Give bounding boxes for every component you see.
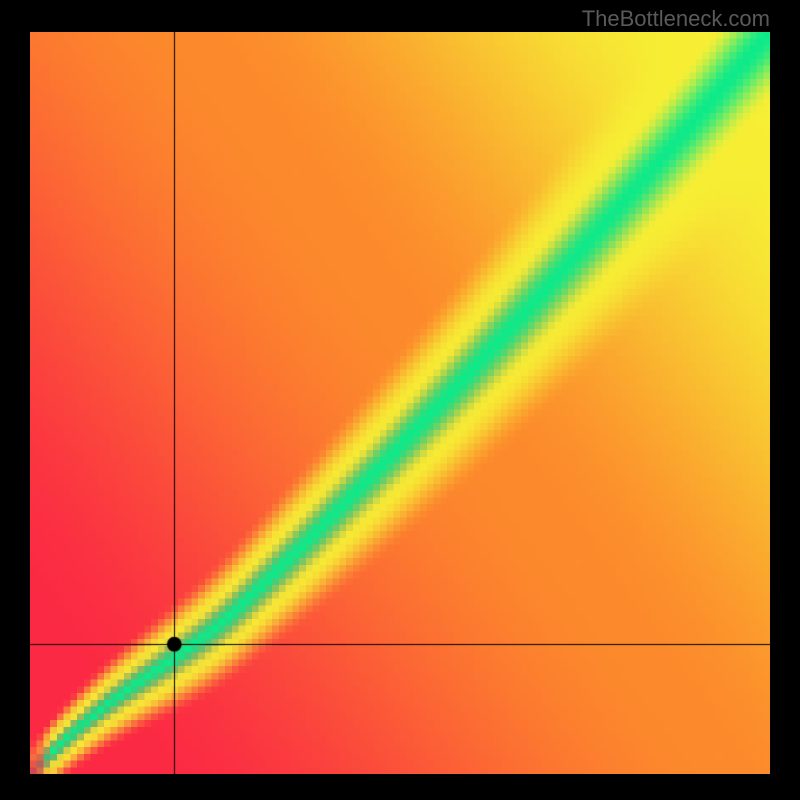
chart-container: TheBottleneck.com xyxy=(0,0,800,800)
crosshair-overlay xyxy=(30,32,770,774)
watermark-text: TheBottleneck.com xyxy=(582,6,770,32)
